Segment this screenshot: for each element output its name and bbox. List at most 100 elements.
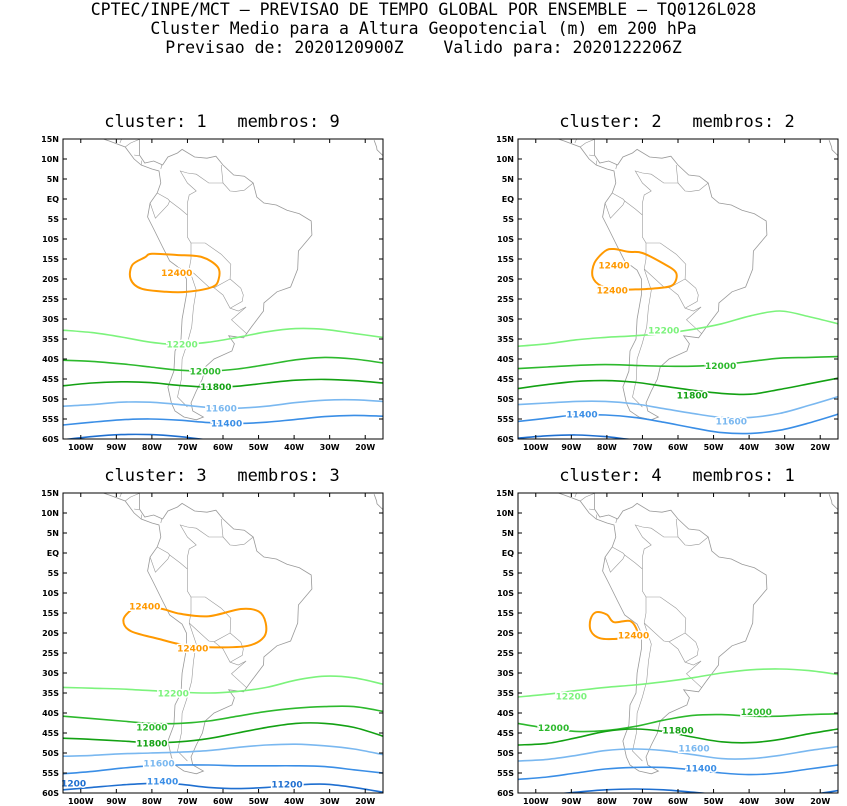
contour-label: 11800 bbox=[200, 383, 231, 393]
geopotential-map: 1240012400122001200011800114001160015N10… bbox=[455, 112, 847, 452]
lat-tick-label: 20S bbox=[42, 275, 59, 284]
lon-tick-label: 60W bbox=[213, 443, 233, 452]
lat-tick-label: 5N bbox=[47, 175, 59, 184]
country-border bbox=[669, 633, 698, 662]
lon-tick-label: 80W bbox=[142, 797, 162, 806]
lon-tick-label: 20W bbox=[810, 443, 830, 452]
country-border bbox=[589, 509, 594, 510]
lat-tick-label: 55S bbox=[497, 415, 514, 424]
country-border bbox=[150, 201, 170, 218]
lon-tick-label: 70W bbox=[177, 443, 197, 452]
country-border bbox=[189, 243, 231, 288]
lat-tick-label: 5S bbox=[48, 569, 60, 578]
country-border bbox=[642, 191, 651, 215]
lon-tick-label: 50W bbox=[249, 443, 269, 452]
country-border bbox=[612, 193, 625, 201]
lat-tick-label: 35S bbox=[42, 335, 59, 344]
lat-tick-label: 10S bbox=[497, 235, 514, 244]
country-border bbox=[187, 191, 196, 215]
lat-tick-label: 10N bbox=[41, 509, 59, 518]
country-border bbox=[125, 493, 140, 501]
country-border bbox=[125, 139, 140, 147]
lon-tick-label: 70W bbox=[632, 797, 652, 806]
country-border bbox=[616, 165, 617, 169]
lat-tick-label: 20S bbox=[497, 629, 514, 638]
lat-tick-label: 20S bbox=[42, 629, 59, 638]
lon-tick-label: 90W bbox=[561, 443, 581, 452]
country-border bbox=[635, 165, 678, 191]
contour-label: 12400 bbox=[618, 632, 649, 642]
lat-tick-label: 50S bbox=[497, 749, 514, 758]
lat-tick-label: 10S bbox=[42, 235, 59, 244]
contour-label: 11600 bbox=[206, 405, 237, 415]
country-border bbox=[180, 519, 223, 545]
country-border bbox=[230, 307, 247, 334]
lat-tick-label: 10N bbox=[496, 155, 514, 164]
country-border bbox=[230, 661, 247, 688]
contour-label: 12000 bbox=[741, 708, 772, 718]
country-border bbox=[120, 136, 123, 143]
lon-tick-label: 60W bbox=[213, 797, 233, 806]
lon-tick-label: 100W bbox=[523, 443, 549, 452]
lat-tick-label: EQ bbox=[502, 549, 514, 558]
lat-tick-label: 40S bbox=[497, 355, 514, 364]
country-border bbox=[157, 193, 170, 201]
lat-tick-label: 20S bbox=[497, 275, 514, 284]
lat-tick-label: 35S bbox=[497, 335, 514, 344]
contour-line bbox=[63, 723, 383, 743]
contour-line bbox=[518, 357, 838, 369]
lat-tick-label: 25S bbox=[42, 295, 59, 304]
lon-tick-label: 70W bbox=[632, 443, 652, 452]
geopotential-map: 12400122001200011800116001140015N10N5NEQ… bbox=[0, 112, 400, 452]
coastline-africa bbox=[374, 140, 397, 171]
lat-tick-label: 35S bbox=[497, 689, 514, 698]
lat-tick-label: 30S bbox=[42, 669, 59, 678]
country-border bbox=[157, 547, 170, 555]
lon-tick-label: 40W bbox=[739, 443, 759, 452]
lon-tick-label: 40W bbox=[739, 797, 759, 806]
lat-tick-label: 30S bbox=[497, 315, 514, 324]
lat-tick-label: 5S bbox=[48, 215, 60, 224]
lon-tick-label: 80W bbox=[597, 797, 617, 806]
lat-tick-label: 35S bbox=[42, 689, 59, 698]
subtitle: Cluster Medio para a Altura Geopotencial… bbox=[0, 19, 847, 38]
lat-tick-label: 60S bbox=[497, 789, 514, 798]
lat-tick-label: 10S bbox=[42, 589, 59, 598]
lon-tick-label: 80W bbox=[597, 443, 617, 452]
contour-label: 11400 bbox=[685, 765, 716, 775]
country-border bbox=[589, 155, 594, 156]
country-border bbox=[644, 597, 686, 642]
lon-tick-label: 30W bbox=[775, 443, 795, 452]
lon-tick-label: 40W bbox=[284, 443, 304, 452]
lat-tick-label: 5N bbox=[47, 529, 59, 538]
lat-tick-label: 5N bbox=[502, 529, 514, 538]
contour-label: 12400 bbox=[597, 287, 628, 297]
country-border bbox=[642, 545, 651, 569]
lon-tick-label: 40W bbox=[284, 797, 304, 806]
lat-tick-label: 10N bbox=[41, 155, 59, 164]
country-border bbox=[161, 519, 162, 523]
lat-tick-label: 15N bbox=[41, 489, 59, 498]
main-title: CPTEC/INPE/MCT – PREVISAO DE TEMPO GLOBA… bbox=[0, 0, 847, 19]
lon-tick-label: 50W bbox=[704, 443, 724, 452]
lat-tick-label: 50S bbox=[42, 749, 59, 758]
lon-tick-label: 80W bbox=[142, 443, 162, 452]
lat-tick-label: EQ bbox=[47, 549, 59, 558]
lat-tick-label: 40S bbox=[42, 709, 59, 718]
country-border bbox=[120, 490, 123, 497]
contour-line bbox=[518, 765, 838, 779]
contour-label: 11200 bbox=[271, 780, 302, 790]
lat-tick-label: 25S bbox=[497, 295, 514, 304]
country-border bbox=[625, 201, 646, 269]
contour-line bbox=[63, 357, 383, 371]
lon-tick-label: 70W bbox=[177, 797, 197, 806]
country-border bbox=[580, 493, 595, 501]
contour-label: 12400 bbox=[129, 603, 160, 613]
lon-tick-label: 20W bbox=[810, 797, 830, 806]
